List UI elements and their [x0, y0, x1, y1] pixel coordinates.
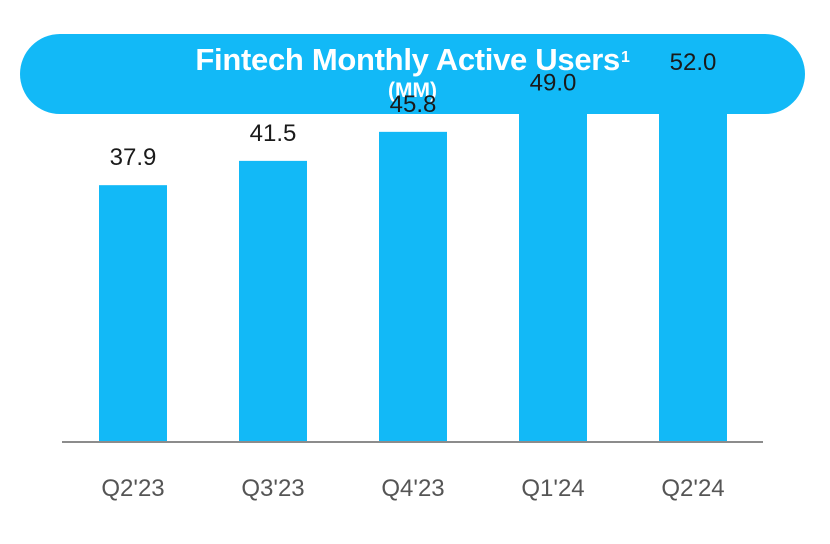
category-label: Q4'23	[381, 475, 444, 502]
chart-title-banner: Fintech Monthly Active Users1 (MM)	[20, 34, 805, 114]
category-label: Q3'23	[241, 475, 304, 502]
value-label: 49.0	[530, 69, 577, 96]
chart-title-text: Fintech Monthly Active Users	[195, 42, 620, 77]
bar-q2-23	[99, 185, 167, 441]
bar-q3-23	[239, 160, 307, 441]
category-label: Q2'23	[101, 475, 164, 502]
value-label: 45.8	[390, 91, 437, 118]
chart-title-footnote-marker: 1	[620, 49, 630, 66]
category-label: Q1'24	[521, 475, 584, 502]
value-label: 41.5	[250, 120, 297, 147]
bars-group	[99, 90, 727, 441]
bar-q4-23	[379, 131, 447, 441]
bar-q2-24	[659, 90, 727, 441]
value-label: 37.9	[110, 144, 157, 171]
value-label: 52.0	[670, 49, 717, 76]
chart-title: Fintech Monthly Active Users1	[20, 42, 805, 78]
chart-subtitle: (MM)	[388, 79, 437, 102]
labels-group: 37.9 Q2'23 41.5 Q3'23 45.8 Q4'23 49.0 Q1'24 52.0…	[101, 49, 724, 502]
category-label: Q2'24	[661, 475, 724, 502]
bar-q1-24	[519, 110, 587, 441]
